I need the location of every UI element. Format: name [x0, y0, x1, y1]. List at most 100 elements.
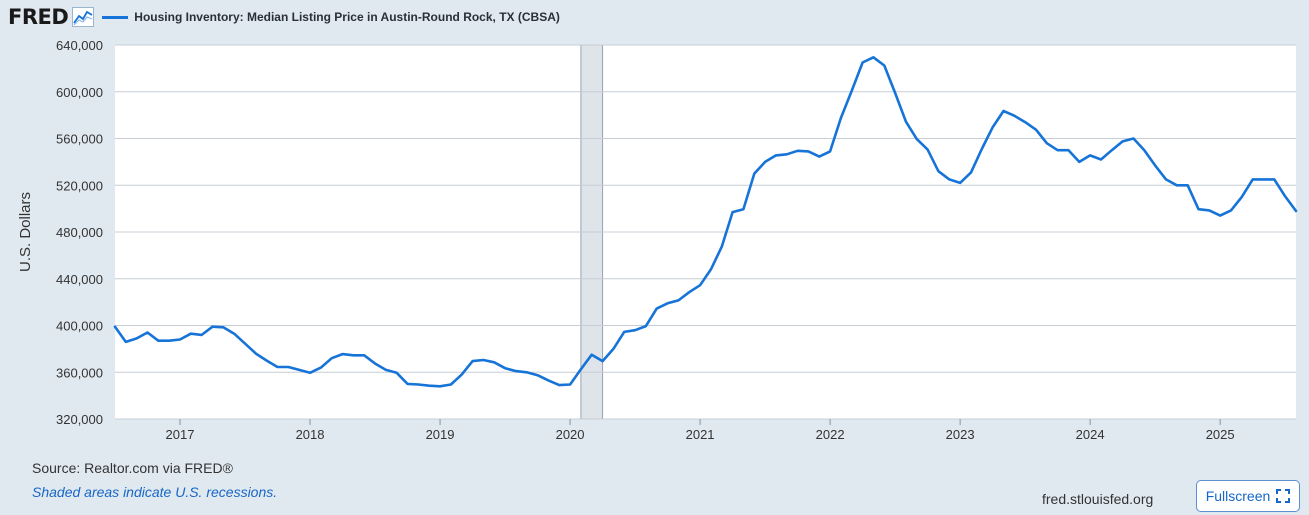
data-point[interactable]: [112, 323, 119, 330]
data-point[interactable]: [166, 337, 173, 344]
data-point[interactable]: [1227, 207, 1234, 214]
data-point[interactable]: [415, 381, 422, 388]
data-point[interactable]: [220, 324, 227, 331]
data-point[interactable]: [707, 266, 714, 273]
data-point[interactable]: [1054, 147, 1061, 154]
data-point[interactable]: [1217, 212, 1224, 219]
data-point[interactable]: [133, 335, 140, 342]
data-point[interactable]: [816, 153, 823, 160]
data-point[interactable]: [1011, 112, 1018, 119]
data-point[interactable]: [361, 352, 368, 359]
data-point[interactable]: [426, 382, 433, 389]
data-point[interactable]: [740, 206, 747, 213]
data-point[interactable]: [1206, 207, 1213, 214]
data-point[interactable]: [393, 369, 400, 376]
fullscreen-button[interactable]: Fullscreen: [1196, 480, 1300, 512]
data-point[interactable]: [783, 151, 790, 158]
data-point[interactable]: [870, 54, 877, 61]
data-point[interactable]: [718, 243, 725, 250]
data-point[interactable]: [1238, 193, 1245, 200]
data-point[interactable]: [437, 383, 444, 390]
data-point[interactable]: [1260, 176, 1267, 183]
data-point[interactable]: [458, 371, 465, 378]
data-point[interactable]: [307, 369, 314, 376]
data-point[interactable]: [978, 146, 985, 153]
data-point[interactable]: [697, 282, 704, 289]
data-point[interactable]: [577, 366, 584, 373]
data-point[interactable]: [588, 351, 595, 358]
data-point[interactable]: [382, 366, 389, 373]
data-point[interactable]: [1043, 140, 1050, 147]
data-point[interactable]: [1119, 138, 1126, 145]
data-point[interactable]: [729, 209, 736, 216]
data-point[interactable]: [859, 59, 866, 66]
data-point[interactable]: [621, 328, 628, 335]
data-point[interactable]: [1195, 206, 1202, 213]
data-point[interactable]: [252, 350, 259, 357]
data-point[interactable]: [1271, 176, 1278, 183]
data-point[interactable]: [967, 169, 974, 176]
data-point[interactable]: [350, 352, 357, 359]
data-point[interactable]: [1162, 176, 1169, 183]
data-point[interactable]: [469, 358, 476, 365]
data-point[interactable]: [534, 372, 541, 379]
data-point[interactable]: [902, 118, 909, 125]
data-point[interactable]: [946, 176, 953, 183]
data-point[interactable]: [892, 89, 899, 96]
data-point[interactable]: [957, 179, 964, 186]
data-point[interactable]: [263, 357, 270, 364]
data-point[interactable]: [1249, 176, 1256, 183]
data-point[interactable]: [339, 351, 346, 358]
data-point[interactable]: [664, 300, 671, 307]
data-point[interactable]: [480, 356, 487, 363]
data-point[interactable]: [610, 345, 617, 352]
data-point[interactable]: [512, 368, 519, 375]
data-point[interactable]: [1184, 182, 1191, 189]
data-point[interactable]: [187, 330, 194, 337]
data-point[interactable]: [231, 330, 238, 337]
data-point[interactable]: [122, 338, 129, 345]
data-point[interactable]: [1173, 182, 1180, 189]
data-point[interactable]: [1282, 193, 1289, 200]
data-point[interactable]: [328, 355, 335, 362]
data-point[interactable]: [177, 336, 184, 343]
data-point[interactable]: [567, 381, 574, 388]
data-point[interactable]: [653, 305, 660, 312]
data-point[interactable]: [837, 115, 844, 122]
data-point[interactable]: [805, 148, 812, 155]
data-point[interactable]: [155, 337, 162, 344]
data-point[interactable]: [285, 363, 292, 370]
data-point[interactable]: [502, 365, 509, 372]
data-point[interactable]: [404, 380, 411, 387]
data-point[interactable]: [1141, 147, 1148, 154]
data-point[interactable]: [935, 168, 942, 175]
data-point[interactable]: [372, 360, 379, 367]
data-point[interactable]: [242, 340, 249, 347]
data-point[interactable]: [1065, 147, 1072, 154]
data-point[interactable]: [632, 327, 639, 334]
data-point[interactable]: [881, 62, 888, 69]
data-point[interactable]: [317, 364, 324, 371]
data-point[interactable]: [1130, 135, 1137, 142]
data-point[interactable]: [209, 323, 216, 330]
data-point[interactable]: [296, 366, 303, 373]
data-point[interactable]: [1087, 152, 1094, 159]
data-point[interactable]: [827, 148, 834, 155]
data-point[interactable]: [599, 358, 606, 365]
data-point[interactable]: [989, 124, 996, 131]
data-point[interactable]: [198, 331, 205, 338]
site-link[interactable]: fred.stlouisfed.org: [1042, 491, 1154, 507]
data-point[interactable]: [144, 329, 151, 336]
data-point[interactable]: [556, 382, 563, 389]
data-point[interactable]: [794, 147, 801, 154]
data-point[interactable]: [772, 152, 779, 159]
data-point[interactable]: [1032, 126, 1039, 133]
data-point[interactable]: [675, 297, 682, 304]
data-point[interactable]: [751, 170, 758, 177]
fred-logo[interactable]: FRED: [8, 5, 69, 29]
data-point[interactable]: [447, 381, 454, 388]
data-point[interactable]: [924, 146, 931, 153]
data-point[interactable]: [491, 359, 498, 366]
data-point[interactable]: [913, 136, 920, 143]
data-point[interactable]: [1108, 147, 1115, 154]
